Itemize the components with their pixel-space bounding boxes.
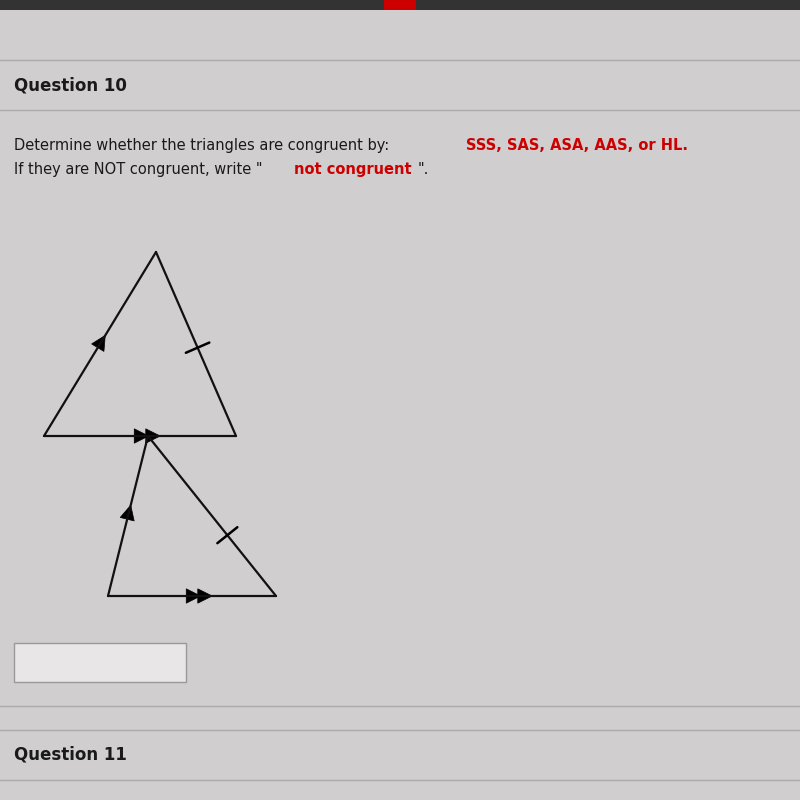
Text: Question 10: Question 10 bbox=[14, 76, 127, 94]
Bar bbox=[0, 0, 800, 10]
Text: If they are NOT congruent, write ": If they are NOT congruent, write " bbox=[14, 162, 263, 178]
Polygon shape bbox=[120, 506, 134, 521]
Polygon shape bbox=[186, 589, 201, 603]
FancyBboxPatch shape bbox=[14, 643, 186, 682]
Bar bbox=[384, 0, 416, 10]
Polygon shape bbox=[92, 335, 106, 351]
Text: Question 11: Question 11 bbox=[14, 746, 127, 764]
Text: Determine whether the triangles are congruent by:: Determine whether the triangles are cong… bbox=[14, 138, 394, 153]
Text: ".: ". bbox=[418, 162, 429, 178]
Text: SSS, SAS, ASA, AAS, or HL.: SSS, SAS, ASA, AAS, or HL. bbox=[466, 138, 687, 153]
Polygon shape bbox=[198, 589, 212, 603]
Polygon shape bbox=[146, 429, 160, 443]
Polygon shape bbox=[134, 429, 149, 443]
Text: not congruent: not congruent bbox=[294, 162, 411, 178]
